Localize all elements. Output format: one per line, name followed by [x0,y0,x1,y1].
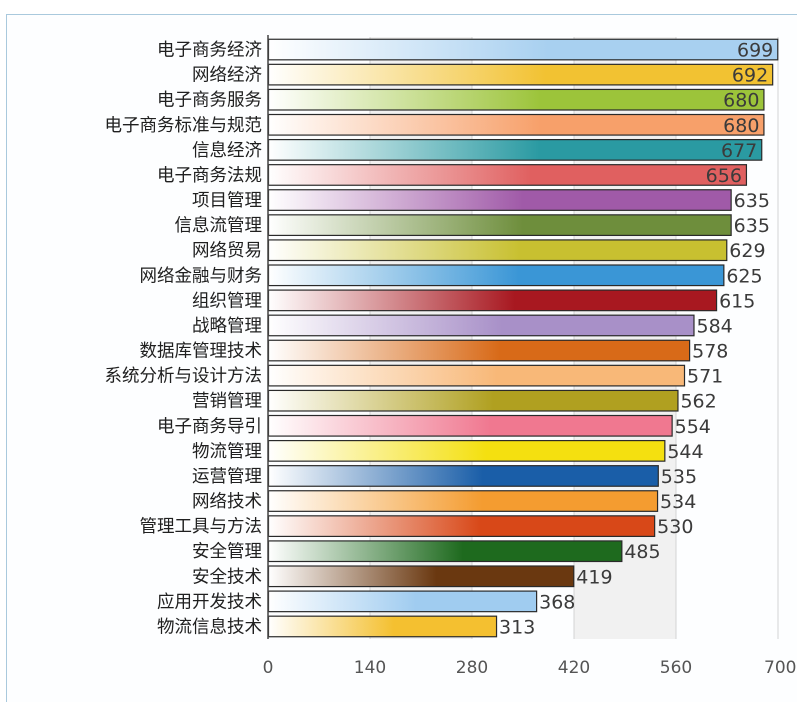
value-label: 656 [706,165,742,187]
value-label: 368 [539,591,575,613]
value-label: 680 [723,115,759,137]
bar [267,264,725,287]
category-label: 电子商务服务 [157,91,262,111]
bar [267,565,575,588]
category-label: 项目管理 [192,191,262,211]
value-label: 692 [732,65,768,87]
bar [267,88,765,111]
category-label: 应用开发技术 [157,592,262,612]
chart-frame: 电子商务经济网络经济电子商务服务电子商务标准与规范信息经济电子商务法规项目管理信… [6,14,797,702]
x-tick-label: 700 [764,658,796,678]
value-label: 699 [737,40,773,62]
bar [267,164,748,186]
category-label: 电子商务经济 [157,41,262,61]
bar [267,189,732,211]
value-label: 535 [661,466,697,488]
bar [267,339,691,362]
category-label: 战略管理 [192,316,262,336]
value-label: 313 [499,616,535,638]
grid-band [574,37,676,639]
x-tick-label: 420 [558,658,590,678]
category-label: 系统分析与设计方法 [105,367,263,387]
bar [267,214,732,237]
category-label: 信息经济 [192,141,262,161]
category-label: 安全技术 [192,567,262,587]
value-label: 544 [667,441,703,463]
bar [267,314,695,337]
bar [267,239,728,262]
value-label: 680 [723,90,759,112]
bar [267,63,774,86]
value-label: 534 [660,491,696,513]
category-label: 网络技术 [192,492,262,512]
category-label: 电子商务标准与规范 [105,116,263,136]
value-label: 635 [734,215,770,237]
value-label: 554 [675,416,711,438]
category-label: 安全管理 [192,542,262,562]
grid-layer [267,37,779,639]
category-label: 组织管理 [192,291,262,311]
category-label: 物流管理 [192,442,262,462]
value-label: 615 [719,290,755,312]
bar [267,414,673,437]
value-label: 485 [624,541,660,563]
bar [267,289,718,312]
value-label: 629 [729,240,765,262]
value-label: 419 [576,566,612,588]
value-label: 677 [721,140,757,162]
x-tick-label: 560 [660,658,692,678]
value-label: 635 [734,190,770,212]
x-tick-label: 140 [354,658,386,678]
bar [267,590,538,613]
bar [267,615,498,638]
x-tick-label: 0 [263,658,274,678]
category-label: 信息流管理 [175,216,263,236]
category-labels: 电子商务经济网络经济电子商务服务电子商务标准与规范信息经济电子商务法规项目管理信… [105,41,263,638]
bar [267,439,666,462]
value-label: 584 [696,315,732,337]
bar [267,364,686,387]
category-label: 电子商务导引 [157,417,262,437]
category-label: 电子商务法规 [157,166,262,186]
value-label: 625 [726,265,762,287]
bar [267,465,659,487]
category-label: 数据库管理技术 [140,342,263,362]
bar [267,113,765,136]
category-label: 网络金融与财务 [140,266,263,286]
grid-band [370,37,472,639]
bar [267,515,656,538]
category-label: 网络贸易 [192,241,262,261]
x-tick-label: 280 [456,658,488,678]
category-label: 管理工具与方法 [140,517,263,537]
x-axis: 0 140 280 420 560 700 [263,35,796,678]
bar [267,490,659,512]
value-label: 578 [692,341,728,363]
category-label: 营销管理 [192,392,262,412]
bar-chart: 电子商务经济网络经济电子商务服务电子商务标准与规范信息经济电子商务法规项目管理信… [105,35,796,678]
bar [267,540,623,563]
bar [267,389,679,412]
value-label: 562 [680,391,716,413]
bar [267,138,763,161]
bar-layer [267,38,779,638]
category-label: 运营管理 [192,467,262,487]
category-label: 网络经济 [192,66,262,86]
value-label: 571 [687,366,723,388]
category-label: 物流信息技术 [157,617,262,637]
value-label: 530 [657,516,693,538]
bar [267,38,779,61]
value-labels: 699 692 680 680 677 656 635 635 629 625 615 584 578 5… [499,40,773,639]
